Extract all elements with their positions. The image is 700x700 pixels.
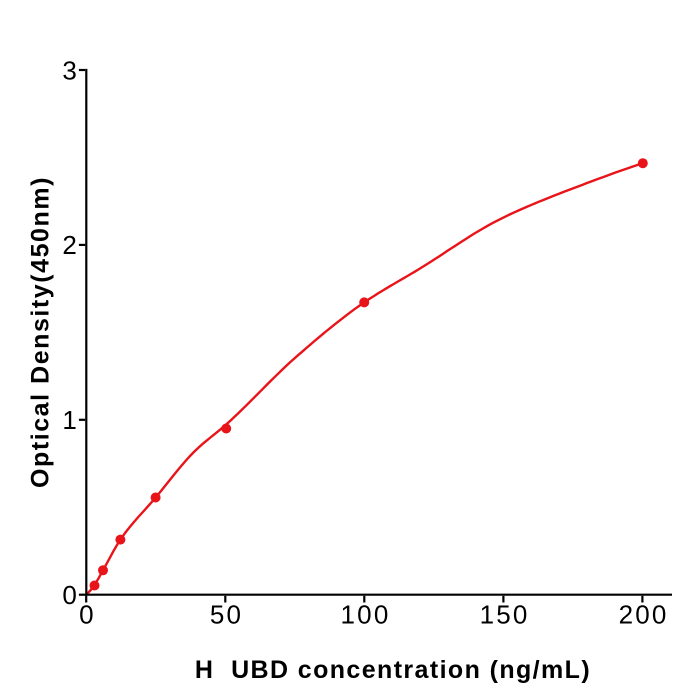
svg-text:0: 0 bbox=[79, 600, 96, 630]
svg-text:200: 200 bbox=[619, 600, 669, 630]
svg-text:H UBD concentration (ng/mL): H UBD concentration (ng/mL) bbox=[195, 656, 591, 684]
svg-text:Optical Density(450nm): Optical Density(450nm) bbox=[27, 176, 55, 488]
svg-text:50: 50 bbox=[210, 600, 243, 630]
svg-text:3: 3 bbox=[62, 55, 76, 85]
svg-text:2: 2 bbox=[62, 230, 76, 260]
svg-text:150: 150 bbox=[480, 600, 530, 630]
svg-text:1: 1 bbox=[62, 405, 76, 435]
svg-text:0: 0 bbox=[62, 580, 76, 610]
svg-text:100: 100 bbox=[341, 600, 391, 630]
